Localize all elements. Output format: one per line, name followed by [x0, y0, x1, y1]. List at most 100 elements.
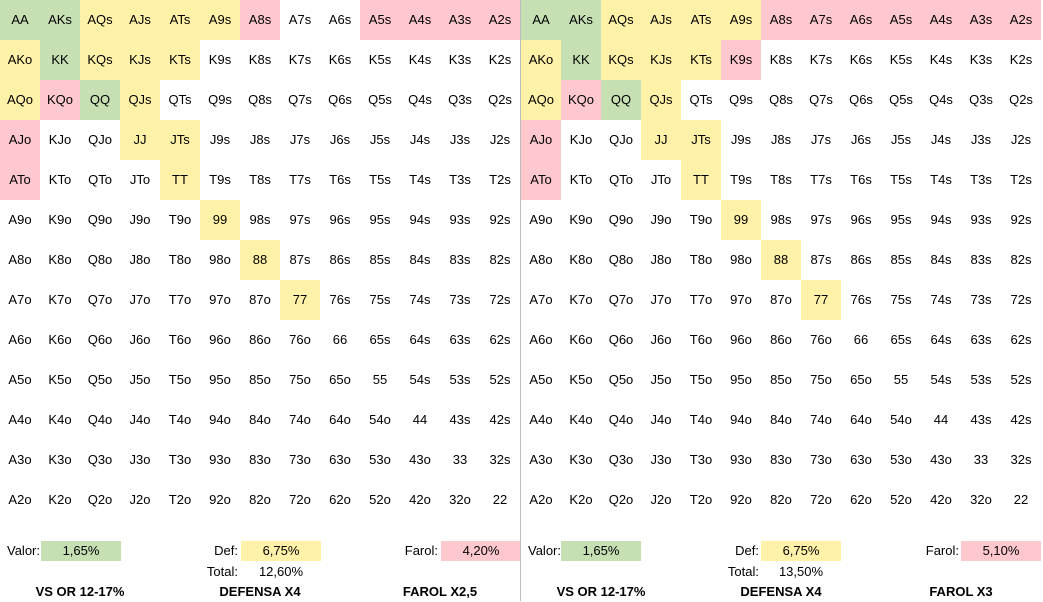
hand-cell-j6o: J6o: [650, 332, 672, 347]
hand-cell-k2o: K2o: [48, 492, 72, 507]
hand-cell-q6o: Q6o: [608, 332, 634, 347]
valor-value: 1,65%: [41, 541, 121, 561]
hand-cell-k6s: K6s: [849, 52, 873, 67]
hand-cell-q7s: Q7s: [288, 92, 312, 107]
hand-cell-q9s: Q9s: [208, 92, 232, 107]
hand-cell-72o: 72o: [289, 492, 311, 507]
hand-cell-a2o: A2o: [529, 492, 553, 507]
hand-cell-a4s: A4s: [400, 0, 440, 40]
hand-cell-75o: 75o: [289, 372, 311, 387]
hand-cell-85o: 85o: [249, 372, 271, 387]
hand-cell-k9o: K9o: [48, 212, 72, 227]
hand-cell-84o: 84o: [249, 412, 271, 427]
hand-cell-qjo: QJo: [609, 132, 633, 147]
hand-cell-j2o: J2o: [129, 492, 151, 507]
hand-cell-76o: 76o: [289, 332, 311, 347]
hand-cell-22: 22: [492, 492, 508, 507]
hand-cell-83o: 83o: [249, 452, 271, 467]
hand-cell-j3o: J3o: [129, 452, 151, 467]
hand-cell-42o: 42o: [409, 492, 431, 507]
hand-cell-a5s: A5s: [881, 0, 921, 40]
hand-cell-72s: 72s: [489, 292, 511, 307]
hand-cell-q4o: Q4o: [608, 412, 634, 427]
hand-cell-97s: 97s: [289, 212, 311, 227]
hand-cell-q7o: Q7o: [608, 292, 634, 307]
hand-cell-a8s: A8s: [761, 0, 801, 40]
hand-cell-k8o: K8o: [569, 252, 593, 267]
hand-cell-t2s: T2s: [489, 172, 511, 187]
hand-cell-k7s: K7s: [809, 52, 833, 67]
footer-vs-or: VS OR 12-17%: [556, 584, 646, 599]
hand-cell-kts: KTs: [160, 40, 200, 80]
hand-cell-kto: KTo: [569, 172, 593, 187]
hand-cell-qjs: QJs: [120, 80, 160, 120]
hand-cell-63s: 63s: [449, 332, 471, 347]
hand-cell-t7o: T7o: [168, 292, 192, 307]
hand-cell-j6o: J6o: [129, 332, 151, 347]
hand-cell-a2s: A2s: [480, 0, 520, 40]
hand-cell-j2s: J2s: [489, 132, 511, 147]
hand-cell-94o: 94o: [209, 412, 231, 427]
hand-cell-aa: AA: [521, 0, 561, 40]
hand-cell-k3o: K3o: [569, 452, 593, 467]
hand-cell-64o: 64o: [329, 412, 351, 427]
farol-label: Farol:: [404, 543, 438, 558]
hand-cell-t6o: T6o: [689, 332, 713, 347]
hand-cell-a8o: A8o: [8, 252, 32, 267]
hand-cell-t5s: T5s: [369, 172, 391, 187]
hand-cell-ats: ATs: [160, 0, 200, 40]
hand-cell-32s: 32s: [489, 452, 511, 467]
hand-cell-q2s: Q2s: [488, 92, 512, 107]
hand-cell-q7o: Q7o: [87, 292, 113, 307]
hand-cell-55: 55: [893, 372, 909, 387]
hand-cell-ako: AKo: [521, 40, 561, 80]
footer-defensa: DEFENSA X4: [740, 584, 822, 599]
hand-cell-42s: 42s: [489, 412, 511, 427]
hand-cell-j3s: J3s: [970, 132, 992, 147]
hand-cell-jts: JTs: [681, 120, 721, 160]
hand-cell-a9s: A9s: [200, 0, 240, 40]
hand-cell-a6s: A6s: [841, 0, 881, 40]
hand-cell-64o: 64o: [850, 412, 872, 427]
hand-cell-82o: 82o: [770, 492, 792, 507]
hand-cell-kqs: KQs: [601, 40, 641, 80]
hand-cell-t3o: T3o: [689, 452, 713, 467]
hand-cell-a3s: A3s: [440, 0, 480, 40]
hand-cell-k8s: K8s: [769, 52, 793, 67]
hand-cell-95s: 95s: [369, 212, 391, 227]
footer-defensa: DEFENSA X4: [219, 584, 301, 599]
hand-cell-ato: ATo: [0, 160, 40, 200]
hand-cell-86o: 86o: [770, 332, 792, 347]
hand-cell-j8o: J8o: [129, 252, 151, 267]
hand-cell-qts: QTs: [689, 92, 713, 107]
hand-cell-87o: 87o: [770, 292, 792, 307]
hand-cell-73s: 73s: [970, 292, 992, 307]
hand-cell-53o: 53o: [369, 452, 391, 467]
hand-cell-j6s: J6s: [329, 132, 351, 147]
hand-cell-tt: TT: [160, 160, 200, 200]
hand-cell-ajs: AJs: [120, 0, 160, 40]
hand-cell-k2o: K2o: [569, 492, 593, 507]
hand-cell-q3s: Q3s: [969, 92, 993, 107]
hand-cell-a3o: A3o: [8, 452, 32, 467]
total-value: 12,60%: [258, 564, 304, 579]
hand-cell-j3o: J3o: [650, 452, 672, 467]
hand-cell-a7o: A7o: [8, 292, 32, 307]
def-label: Def:: [735, 543, 759, 558]
hand-cell-j5s: J5s: [890, 132, 912, 147]
hand-cell-54s: 54s: [409, 372, 431, 387]
hand-cell-qjs: QJs: [641, 80, 681, 120]
hand-cell-32o: 32o: [970, 492, 992, 507]
hand-cell-t7s: T7s: [289, 172, 311, 187]
hand-cell-aa: AA: [0, 0, 40, 40]
hand-cell-kqo: KQo: [40, 80, 80, 120]
hand-cell-62s: 62s: [489, 332, 511, 347]
hand-cell-95o: 95o: [209, 372, 231, 387]
hand-cell-kjo: KJo: [48, 132, 72, 147]
hand-cell-62o: 62o: [850, 492, 872, 507]
hand-cell-75s: 75s: [890, 292, 912, 307]
hand-cell-a3s: A3s: [961, 0, 1001, 40]
hand-cell-kjo: KJo: [569, 132, 593, 147]
hand-cell-75o: 75o: [810, 372, 832, 387]
hand-cell-k6o: K6o: [48, 332, 72, 347]
